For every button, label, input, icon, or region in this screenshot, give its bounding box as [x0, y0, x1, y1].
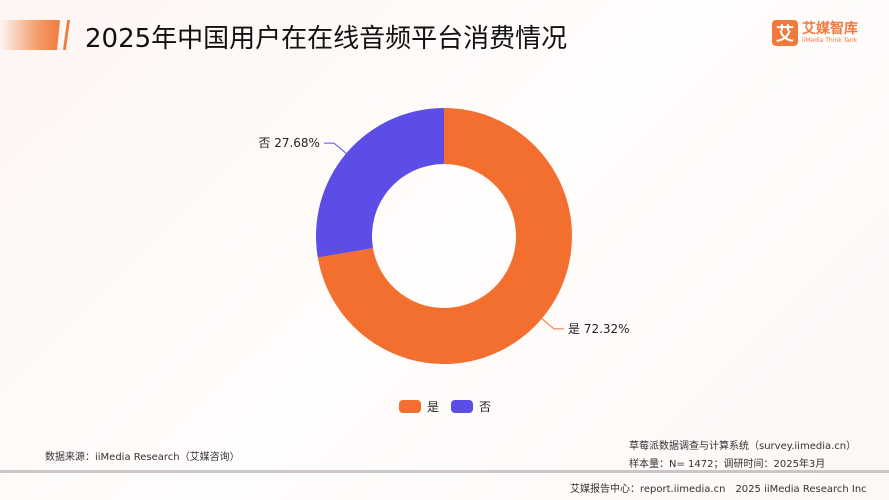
label-line-0	[541, 318, 565, 330]
data-label-1: 否 27.68%	[258, 136, 320, 150]
legend-swatch-0	[399, 400, 421, 413]
logo-mark: 艾	[772, 20, 798, 46]
data-label-0: 是 72.32%	[568, 322, 630, 336]
title-accent	[0, 20, 60, 50]
divider	[0, 470, 889, 473]
legend-label-0: 是	[427, 400, 439, 414]
slice-1	[315, 108, 444, 258]
logo-sub: iiMedia Think Tank	[802, 36, 858, 44]
title-accent-slash	[63, 20, 70, 50]
slice-0	[317, 108, 572, 364]
data-source: 数据来源：iiMedia Research（艾媒咨询）	[45, 452, 240, 463]
logo-name: 艾媒智库	[802, 20, 858, 37]
survey-system: 草莓派数据调查与计算系统（survey.iimedia.cn）	[629, 441, 857, 452]
sample-info: 样本量：N= 1472；调研时间：2025年3月	[629, 459, 826, 470]
label-line-1	[323, 142, 347, 154]
legend-label-1: 否	[479, 400, 491, 414]
page-title: 2025年中国用户在在线音频平台消费情况	[85, 24, 568, 54]
legend-swatch-1	[451, 400, 473, 413]
footer-credit: 艾媒报告中心：report.iimedia.cn 2025 iiMedia Re…	[570, 484, 867, 495]
logo: 艾 艾媒智库 iiMedia Think Tank	[772, 20, 858, 46]
